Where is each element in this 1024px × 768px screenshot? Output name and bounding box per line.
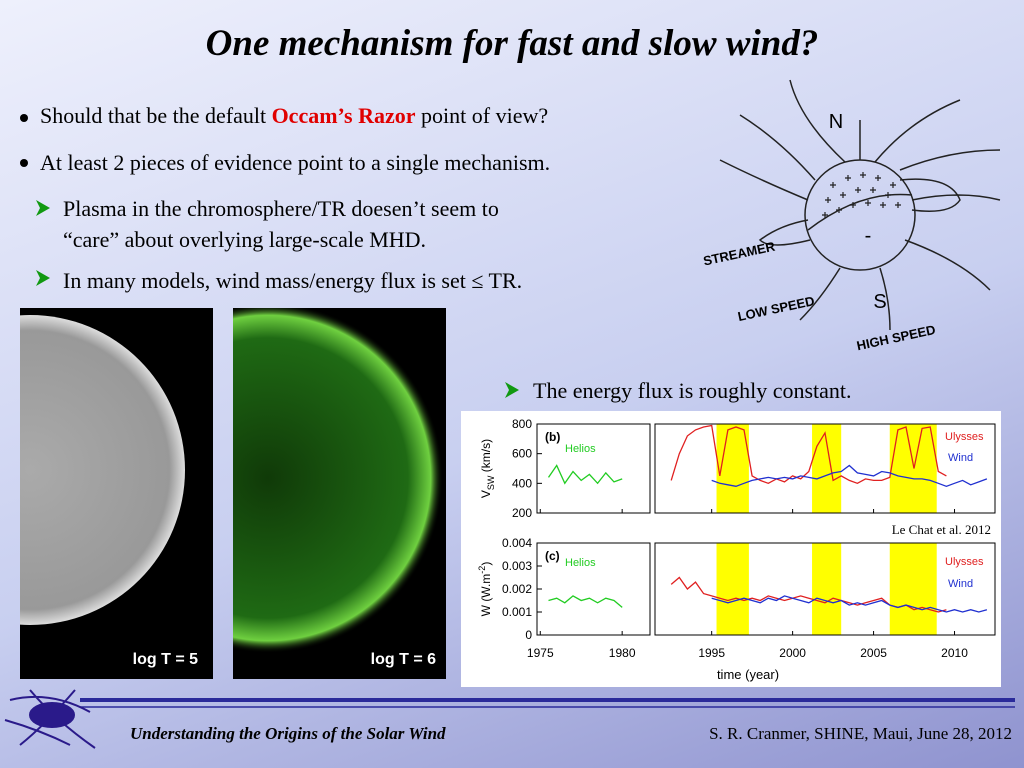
y-tick-label: 0.004 [502, 536, 532, 550]
y-tick-label: 200 [512, 506, 532, 520]
x-tick-label: 1975 [527, 646, 554, 660]
subbullet: In many models, wind mass/energy flux is… [63, 268, 523, 293]
diagram-label: LOW SPEED [736, 293, 815, 324]
footer-right: S. R. Cranmer, SHINE, Maui, June 28, 201… [709, 724, 1012, 743]
y-tick-label: 0.002 [502, 582, 532, 596]
logo [4, 689, 96, 749]
series-line [548, 595, 623, 608]
diagram-label: N [829, 111, 843, 133]
band [812, 543, 842, 635]
x-tick-label: 2000 [779, 646, 806, 660]
bullet-text: point of view? [415, 103, 549, 128]
y-tick-label: 0.001 [502, 605, 532, 619]
panel-label: (b) [545, 430, 560, 444]
field-diagram [719, 79, 1001, 331]
plot: Helios Ulysses Wind 200 400 600 800 (b) VSW (km/… [477, 417, 996, 682]
panel-label: (c) [545, 549, 560, 563]
footer-left: Understanding the Origins of the Solar W… [130, 724, 446, 743]
legend-label: Wind [948, 578, 973, 590]
y-label-text: (km/s) [479, 439, 493, 476]
y-axis-label: VSW (km/s) [479, 439, 496, 498]
x-tick-label: 2010 [941, 646, 968, 660]
y-label-text: W (W.m [479, 574, 493, 617]
axes-frame [654, 423, 996, 514]
x-axis-label: time (year) [717, 667, 779, 682]
band [889, 424, 937, 513]
legend-label: Ulysses [945, 556, 984, 568]
band [812, 424, 842, 513]
sun-image [233, 308, 443, 653]
band [716, 543, 749, 635]
legend-label: Ulysses [945, 431, 984, 443]
series-line [547, 464, 623, 485]
y-label-script: -2 [477, 566, 487, 574]
x-tick-label: 1995 [698, 646, 725, 660]
slide-title: One mechanism for fast and slow wind? [205, 23, 819, 64]
y-tick-label: 0.003 [502, 559, 532, 573]
axes-frame [536, 423, 651, 514]
diagram-label: STREAMER [702, 239, 777, 269]
bullet-dot [20, 159, 28, 167]
image-label: log T = 5 [133, 651, 198, 668]
subbullet: Plasma in the chromosphere/TR doesen’t s… [63, 196, 499, 221]
axes-frame [654, 542, 996, 636]
diagram-label: - [865, 225, 872, 247]
series-line [670, 424, 947, 485]
image-label: log T = 6 [371, 651, 436, 668]
series-line [711, 464, 988, 487]
y-tick-label: 400 [512, 476, 532, 490]
legend-label: Helios [565, 557, 596, 569]
citation: Le Chat et al. 2012 [892, 522, 991, 537]
x-tick-label: 1980 [609, 646, 636, 660]
diagram-label: HIGH SPEED [855, 322, 937, 353]
note: The energy flux is roughly constant. [533, 378, 852, 403]
series-line [711, 595, 988, 613]
y-label-script: SW [486, 475, 496, 490]
bullet-text: Should that be the default [40, 103, 272, 128]
y-axis-label: W (W.m-2) [477, 562, 493, 617]
subbullet: “care” about overlying large-scale MHD. [63, 227, 427, 252]
y-tick-label: 0 [525, 628, 532, 642]
sun-image [20, 315, 185, 625]
y-label-text: ) [479, 562, 493, 566]
highlight: Occam’s Razor [271, 103, 416, 128]
y-tick-label: 800 [512, 417, 532, 431]
legend-label: Helios [565, 443, 596, 455]
x-tick-label: 2005 [860, 646, 887, 660]
y-tick-label: 600 [512, 447, 532, 461]
legend-label: Wind [948, 452, 973, 464]
bullet: At least 2 pieces of evidence point to a… [40, 150, 551, 175]
bullet: Should that be the default Occam’s Razor… [40, 103, 548, 129]
diagram-label: S [873, 291, 886, 313]
band [889, 543, 937, 635]
band [716, 424, 749, 513]
y-label-text: V [479, 490, 493, 498]
bullet-dot [20, 114, 28, 122]
